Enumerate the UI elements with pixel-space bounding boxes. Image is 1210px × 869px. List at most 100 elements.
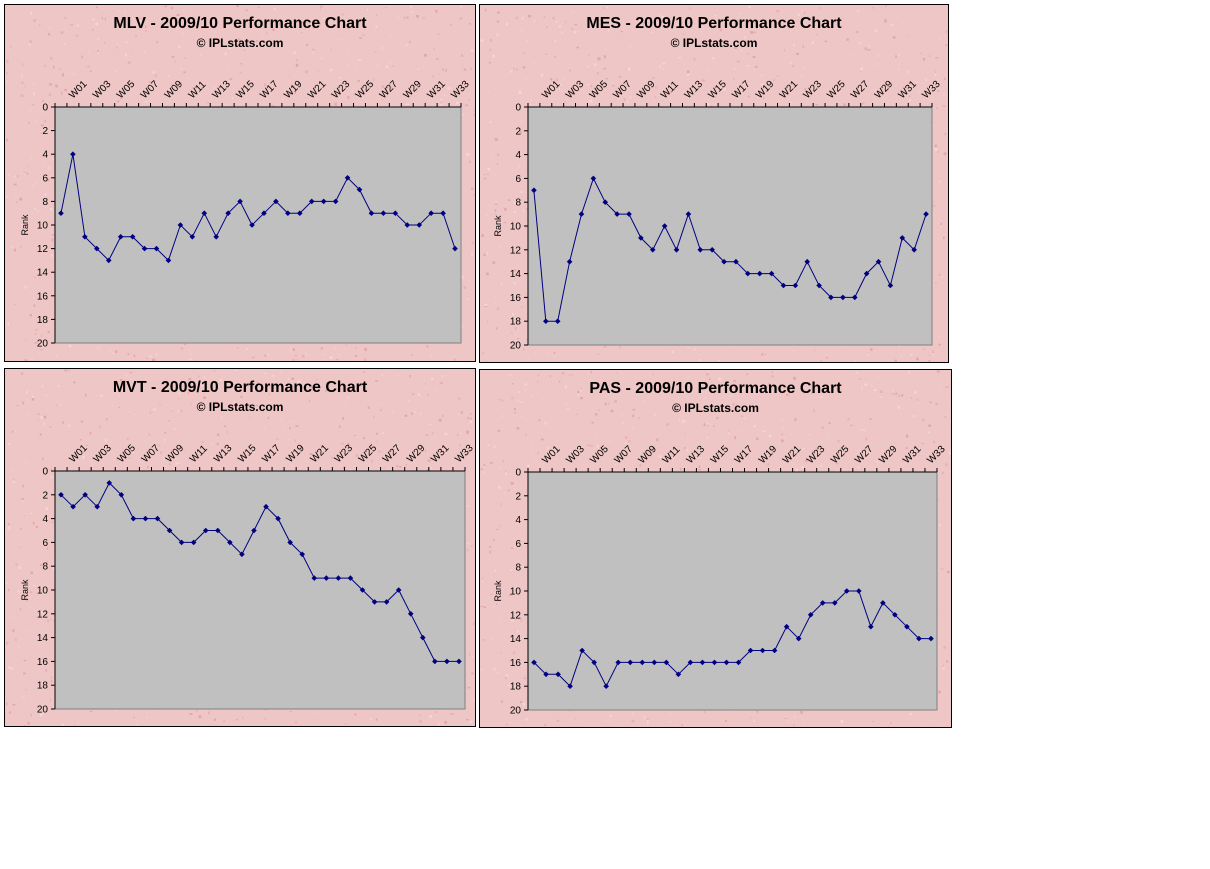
x-tick-label: W11 — [187, 79, 209, 101]
texture-speck — [39, 433, 42, 436]
texture-speck — [405, 464, 407, 466]
data-point — [323, 575, 330, 581]
texture-speck — [257, 6, 260, 8]
x-tick-label: W17 — [730, 78, 753, 101]
texture-speck — [540, 438, 544, 441]
texture-speck — [141, 388, 144, 390]
texture-speck — [410, 85, 412, 88]
x-tick-label: W23 — [802, 78, 825, 101]
texture-speck — [493, 668, 496, 671]
texture-speck — [937, 151, 939, 153]
texture-speck — [195, 360, 198, 361]
texture-speck — [5, 582, 8, 584]
texture-speck — [405, 460, 409, 462]
texture-speck — [946, 660, 949, 663]
texture-speck — [8, 80, 10, 82]
texture-speck — [605, 77, 608, 80]
texture-speck — [472, 295, 474, 299]
texture-speck — [12, 703, 16, 706]
texture-speck — [470, 49, 474, 52]
y-tick-label: 6 — [515, 539, 521, 550]
texture-speck — [24, 572, 26, 575]
texture-speck — [486, 534, 489, 537]
texture-speck — [90, 70, 92, 73]
data-point — [816, 282, 822, 289]
texture-speck — [506, 22, 509, 26]
texture-speck — [29, 170, 32, 174]
x-tick-label: W13 — [212, 442, 235, 465]
texture-speck — [915, 80, 919, 84]
texture-speck — [429, 423, 432, 425]
texture-speck — [620, 31, 623, 33]
y-tick-label: 16 — [37, 657, 49, 668]
texture-speck — [467, 543, 470, 545]
texture-speck — [245, 9, 249, 11]
texture-speck — [97, 51, 99, 54]
texture-speck — [637, 70, 640, 73]
x-tick-label: W19 — [757, 443, 780, 466]
texture-speck — [714, 14, 717, 17]
texture-speck — [375, 432, 378, 435]
texture-speck — [190, 403, 192, 404]
texture-speck — [375, 440, 377, 443]
texture-speck — [526, 200, 528, 203]
texture-speck — [671, 350, 674, 354]
texture-speck — [338, 76, 341, 79]
chart-title: MVT - 2009/10 Performance Chart — [112, 379, 368, 396]
texture-speck — [42, 100, 45, 102]
texture-speck — [26, 599, 28, 602]
texture-speck — [29, 42, 31, 46]
texture-speck — [35, 329, 38, 331]
texture-speck — [491, 154, 494, 157]
texture-speck — [725, 719, 727, 722]
chart-panel-mvt: MVT - 2009/10 Performance Chart © IPLsta… — [4, 368, 476, 727]
texture-speck — [23, 672, 26, 675]
texture-speck — [85, 393, 87, 397]
texture-speck — [47, 333, 50, 335]
texture-speck — [642, 86, 646, 88]
texture-speck — [591, 428, 593, 430]
texture-speck — [792, 349, 796, 352]
texture-speck — [943, 646, 946, 649]
data-point — [851, 294, 858, 301]
texture-speck — [276, 438, 279, 440]
texture-speck — [707, 408, 711, 410]
texture-speck — [292, 358, 295, 361]
data-point — [117, 234, 124, 240]
data-point — [843, 588, 850, 594]
texture-speck — [45, 507, 48, 510]
data-point — [721, 258, 727, 265]
texture-speck — [438, 73, 440, 75]
texture-speck — [20, 245, 22, 248]
texture-speck — [678, 419, 680, 422]
y-tick-label: 4 — [515, 150, 521, 161]
texture-speck — [483, 177, 487, 180]
texture-speck — [291, 85, 295, 88]
texture-speck — [697, 44, 699, 48]
texture-speck — [405, 44, 409, 46]
texture-speck — [636, 388, 640, 391]
x-tick-label: W19 — [754, 78, 777, 101]
texture-speck — [139, 19, 142, 23]
texture-speck — [511, 619, 514, 622]
texture-speck — [876, 460, 878, 464]
texture-speck — [309, 385, 313, 388]
texture-speck — [485, 272, 489, 276]
texture-speck — [843, 103, 846, 106]
texture-speck — [228, 47, 231, 50]
texture-speck — [513, 485, 515, 487]
data-point — [819, 600, 826, 606]
data-point — [663, 659, 670, 666]
texture-speck — [232, 97, 234, 100]
texture-speck — [771, 370, 774, 374]
texture-speck — [520, 190, 523, 194]
texture-speck — [126, 448, 128, 451]
texture-speck — [392, 410, 396, 414]
texture-speck — [409, 375, 411, 378]
data-point — [709, 247, 715, 253]
texture-speck — [466, 417, 470, 420]
data-point — [711, 659, 718, 666]
texture-speck — [562, 78, 564, 80]
texture-speck — [939, 37, 941, 39]
texture-speck — [521, 665, 524, 667]
